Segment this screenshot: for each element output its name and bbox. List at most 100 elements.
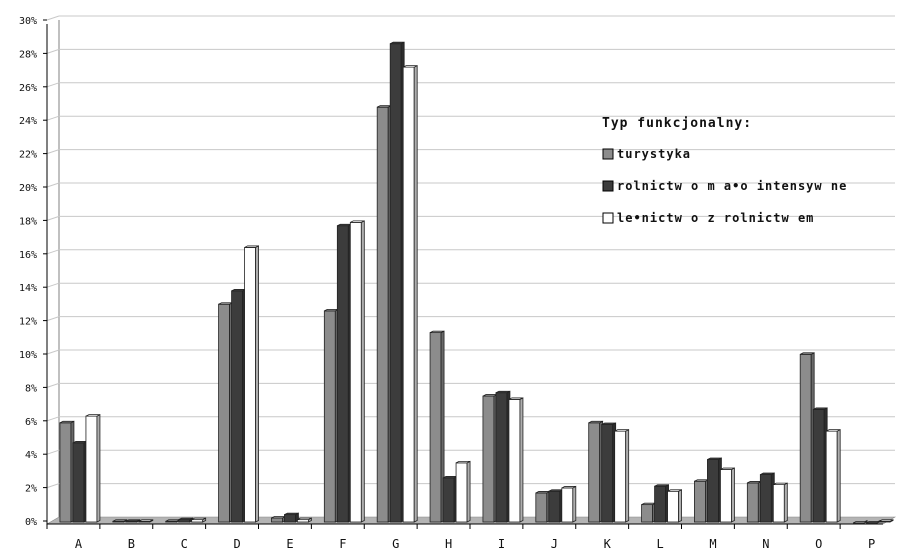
legend-item-label: turystyka [617, 147, 691, 161]
bar-side [731, 467, 735, 523]
bar-top [641, 502, 656, 506]
bar-front [535, 492, 548, 523]
legend-item-label: le•nictw o z rolnictw em [617, 211, 814, 225]
legend-swatch [602, 180, 614, 192]
bar [402, 64, 418, 523]
bar [178, 517, 194, 523]
bar-front [442, 477, 455, 523]
y-tick-label: 0% [25, 517, 37, 528]
legend-swatch [602, 212, 614, 224]
bar-front [349, 221, 362, 523]
bar [59, 420, 75, 523]
x-tick-label: H [445, 537, 452, 549]
gridline-diag [46, 449, 60, 455]
bar-front [429, 332, 442, 523]
bar [614, 429, 630, 523]
gridline-diag [46, 48, 60, 54]
bars [59, 41, 894, 524]
bar-top [85, 414, 101, 417]
bar-front [667, 490, 679, 523]
y-tick-label: 4% [25, 450, 37, 461]
legend-swatch [602, 148, 614, 160]
bar-top [508, 397, 524, 400]
bar-front [59, 422, 72, 523]
bar-front [455, 462, 468, 523]
bar-front [482, 395, 495, 523]
x-tick-label: E [286, 537, 293, 549]
bar-side [519, 397, 524, 523]
gridline-diag [46, 149, 60, 155]
bar-top [747, 481, 762, 484]
bar-front [495, 392, 508, 523]
bar [641, 502, 656, 523]
bar-top [218, 302, 233, 305]
bar-front [548, 490, 561, 523]
bar [508, 397, 524, 523]
bar-front [825, 430, 838, 523]
bar [429, 330, 445, 523]
bar-top [324, 309, 339, 312]
x-tick-label: J [551, 537, 558, 549]
bar [535, 490, 551, 523]
bar-top [231, 288, 246, 292]
bar-top [865, 521, 881, 524]
bar-front [614, 430, 627, 523]
bar-front [85, 415, 98, 523]
bar-top [377, 105, 392, 108]
bar-front [389, 43, 402, 523]
x-tick-label: L [656, 537, 663, 549]
bar [244, 245, 259, 523]
bar [667, 489, 682, 523]
bar-front [561, 487, 574, 523]
bar-front [707, 459, 719, 523]
bar-top [878, 519, 894, 522]
bar-top [614, 429, 629, 432]
bar [389, 41, 405, 523]
bar-top [707, 457, 722, 460]
bar-top [72, 440, 88, 444]
bar-front [231, 290, 243, 523]
bar [72, 440, 88, 523]
bar-top [178, 517, 193, 521]
gridline-diag [46, 316, 60, 322]
bar-front [588, 422, 601, 523]
bar-side [678, 489, 682, 523]
x-tick-label: K [604, 537, 612, 549]
bar-top [337, 223, 352, 227]
bar-top [442, 476, 458, 479]
y-tick-label: 12% [19, 317, 37, 328]
y-tick-label: 26% [19, 83, 37, 94]
bar-front [720, 469, 732, 523]
bar [694, 479, 709, 523]
bar-top [191, 517, 206, 521]
bar-top [535, 491, 550, 494]
bar [852, 519, 868, 524]
bar-side [255, 245, 259, 523]
bar [746, 480, 762, 523]
y-tick-label: 2% [25, 484, 37, 495]
bar-front [271, 517, 283, 523]
bar-side [360, 220, 365, 523]
bar [720, 467, 735, 523]
x-tick-label: N [762, 537, 769, 549]
bar [218, 302, 233, 523]
y-axis: 0% 2% 4% 6% 8% 10% 12% 14% 16% 18% 20% 22% 24% 26% 28%… [19, 16, 48, 528]
bar [601, 422, 617, 523]
bar-side [413, 64, 418, 523]
bar-front [812, 409, 825, 523]
bar-top [588, 420, 603, 424]
bar [588, 420, 604, 523]
bar-top [112, 519, 127, 522]
bar [548, 489, 564, 523]
bar-side [836, 429, 841, 523]
x-tick-label: P [868, 537, 875, 549]
bar-top [800, 352, 815, 355]
bar-top [760, 472, 775, 475]
x-tick-label: A [75, 537, 83, 549]
bar [349, 220, 365, 523]
bar-top [59, 420, 75, 424]
bar [561, 485, 577, 523]
y-tick-label: 14% [19, 283, 37, 294]
bar-front [244, 247, 256, 523]
